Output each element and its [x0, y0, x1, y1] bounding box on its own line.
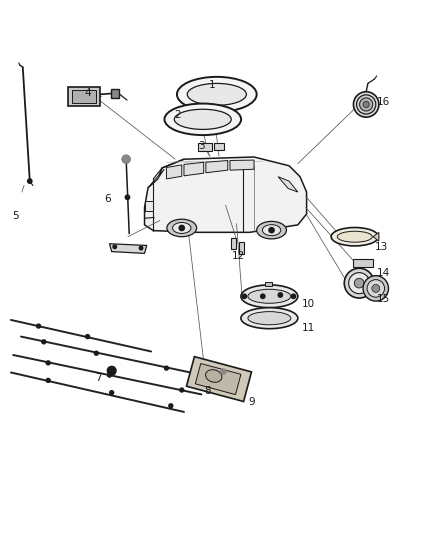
Circle shape	[46, 361, 50, 365]
Circle shape	[107, 373, 111, 377]
Circle shape	[169, 404, 173, 408]
Ellipse shape	[262, 225, 281, 236]
Ellipse shape	[349, 273, 370, 294]
Text: 1: 1	[209, 80, 216, 90]
Text: 11: 11	[302, 323, 315, 333]
Ellipse shape	[174, 109, 231, 130]
Circle shape	[113, 245, 117, 248]
Circle shape	[139, 246, 143, 250]
Circle shape	[261, 294, 265, 298]
Ellipse shape	[363, 276, 389, 301]
Polygon shape	[184, 162, 204, 176]
Ellipse shape	[122, 155, 130, 163]
Ellipse shape	[205, 370, 222, 382]
Bar	[145, 201, 153, 211]
Circle shape	[110, 391, 114, 394]
Text: 7: 7	[95, 373, 102, 383]
Ellipse shape	[167, 219, 197, 237]
Text: 14: 14	[377, 268, 390, 278]
Ellipse shape	[257, 221, 286, 239]
Circle shape	[164, 366, 168, 370]
Text: 10: 10	[302, 298, 315, 309]
Ellipse shape	[344, 268, 374, 298]
Circle shape	[278, 293, 283, 297]
Circle shape	[46, 378, 50, 382]
Text: 6: 6	[104, 193, 111, 204]
Text: 5: 5	[12, 211, 19, 221]
Ellipse shape	[248, 312, 291, 325]
Ellipse shape	[241, 285, 298, 308]
Circle shape	[180, 388, 184, 392]
Circle shape	[94, 351, 98, 355]
Bar	[111, 88, 119, 98]
Ellipse shape	[177, 77, 257, 112]
Bar	[239, 243, 244, 254]
Bar	[187, 357, 251, 401]
Text: 13: 13	[374, 242, 388, 252]
Polygon shape	[230, 160, 254, 170]
Ellipse shape	[357, 95, 376, 114]
Polygon shape	[166, 165, 182, 179]
Circle shape	[291, 294, 296, 298]
Circle shape	[86, 335, 90, 338]
Bar	[195, 364, 241, 394]
Ellipse shape	[331, 228, 378, 246]
Polygon shape	[110, 244, 147, 253]
Ellipse shape	[241, 308, 298, 329]
Circle shape	[221, 369, 226, 374]
Bar	[231, 238, 236, 249]
Polygon shape	[145, 157, 307, 232]
Bar	[214, 143, 224, 150]
Text: 3: 3	[198, 141, 205, 151]
Circle shape	[269, 228, 274, 233]
Text: 4: 4	[84, 88, 91, 99]
Ellipse shape	[165, 103, 241, 135]
Text: 15: 15	[377, 294, 390, 304]
Ellipse shape	[372, 285, 380, 292]
Circle shape	[28, 179, 32, 183]
Circle shape	[122, 155, 130, 163]
Circle shape	[42, 340, 46, 344]
Circle shape	[36, 324, 40, 328]
Circle shape	[179, 225, 184, 231]
Polygon shape	[206, 160, 228, 173]
Ellipse shape	[354, 278, 364, 288]
Bar	[353, 259, 372, 267]
Ellipse shape	[187, 84, 246, 106]
Ellipse shape	[337, 231, 372, 242]
Circle shape	[242, 294, 247, 298]
Circle shape	[125, 195, 130, 199]
Polygon shape	[278, 177, 298, 192]
Circle shape	[107, 366, 116, 375]
Bar	[198, 142, 212, 151]
Text: 9: 9	[248, 397, 255, 407]
Ellipse shape	[353, 92, 379, 117]
Ellipse shape	[363, 101, 369, 108]
Bar	[68, 87, 100, 106]
Ellipse shape	[360, 98, 373, 111]
Text: 2: 2	[174, 110, 181, 120]
Ellipse shape	[173, 222, 191, 233]
Text: 16: 16	[377, 97, 390, 107]
Polygon shape	[373, 232, 379, 241]
Polygon shape	[148, 169, 164, 188]
Text: 8: 8	[205, 386, 212, 397]
Ellipse shape	[367, 280, 385, 297]
Bar	[265, 282, 272, 286]
Text: 12: 12	[232, 251, 245, 261]
Ellipse shape	[248, 289, 291, 303]
Bar	[72, 90, 96, 103]
